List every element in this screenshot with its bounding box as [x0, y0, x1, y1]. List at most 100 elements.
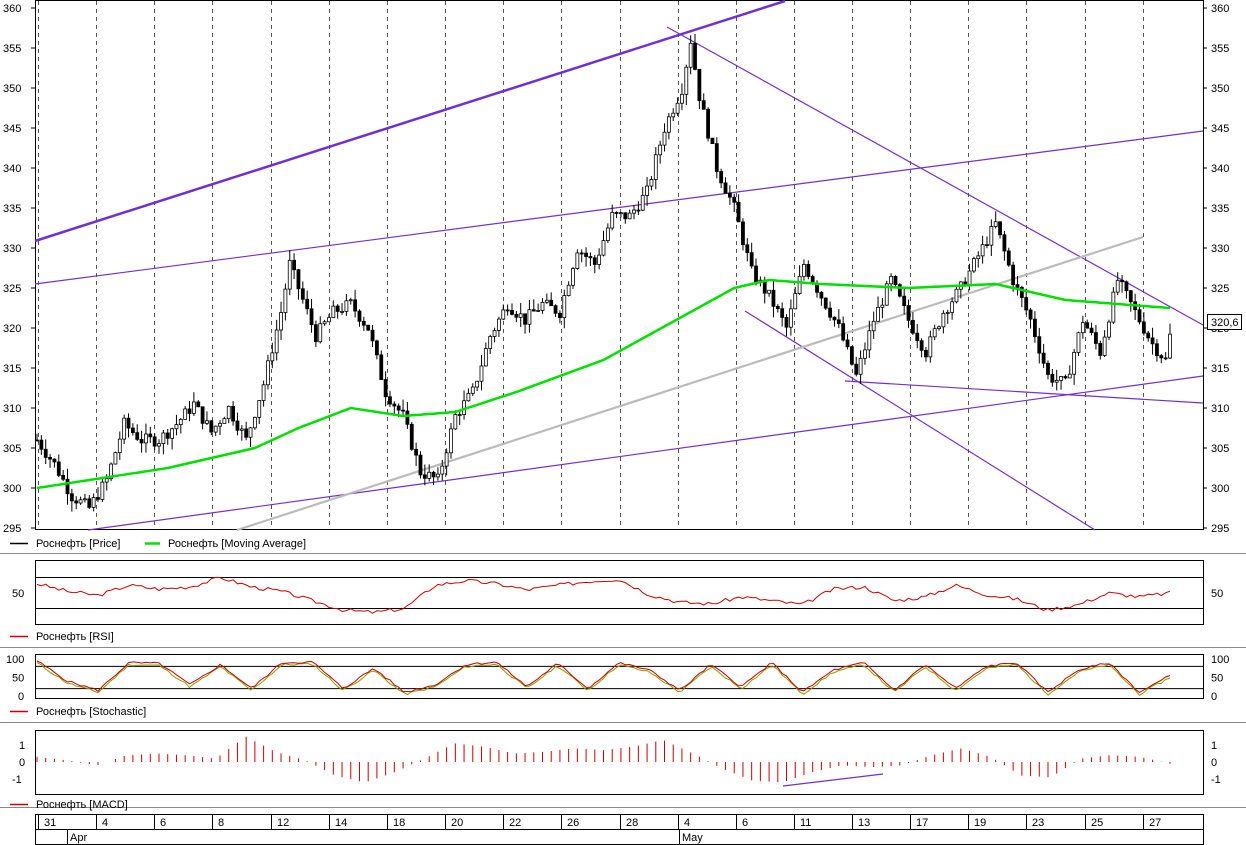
candle-body [65, 478, 70, 495]
candle-body [148, 433, 153, 438]
candle-body [449, 428, 453, 454]
price-tick-label: 340 [3, 163, 21, 175]
candle-body [370, 329, 375, 342]
price-tick-label: 360 [1211, 3, 1229, 15]
candle-body [884, 283, 889, 306]
upper-channel-line [34, 0, 786, 243]
stochastic-signal-line [36, 662, 1171, 696]
candle-body [100, 481, 105, 500]
candle-body [113, 452, 118, 465]
date-tick-label: 27 [1149, 817, 1161, 829]
date-tick-label: 13 [858, 817, 870, 829]
candle-body [919, 340, 924, 351]
candle-body [653, 154, 658, 180]
candle-body [374, 340, 379, 356]
candle-body [1107, 321, 1111, 338]
candle-body [388, 396, 392, 405]
candle-body [252, 416, 257, 429]
date-tick-label: 19 [974, 817, 986, 829]
candle-body [505, 309, 510, 312]
candle-body [780, 308, 785, 318]
candle-body [893, 275, 898, 286]
date-axis: 31 4 6 8 12 14 18 20 22 26 28 4 6 11 13 17 19 23 25 27 Apr Ma… [38, 815, 1161, 844]
candle-body [897, 284, 902, 297]
candle-body [849, 346, 854, 365]
candle-body [928, 336, 933, 358]
candle-body [741, 221, 745, 246]
date-tick-label: 8 [218, 817, 224, 829]
candle-body [666, 116, 671, 133]
macd-tick-label: 1 [19, 740, 25, 752]
stochastic-tick-label: 50 [12, 673, 24, 685]
price-tick-label: 295 [1211, 523, 1229, 535]
candle-body [344, 300, 349, 312]
candle-body [444, 452, 449, 467]
candle-body [1146, 332, 1151, 339]
candle-body [876, 306, 880, 322]
candle-body [584, 252, 588, 257]
candle-body [723, 182, 728, 194]
candle-body [605, 227, 610, 241]
candle-body [1102, 336, 1107, 356]
price-tick-label: 315 [1211, 363, 1229, 375]
candle-body [915, 332, 920, 342]
stochastic-line [36, 660, 1171, 693]
candle-body [932, 328, 937, 338]
date-tick-label: 6 [742, 817, 748, 829]
date-tick-label: 12 [277, 817, 289, 829]
candle-body [436, 473, 440, 478]
candle-body [117, 438, 122, 454]
candle-body [819, 291, 824, 299]
candle-body [1046, 362, 1050, 375]
candle-body [649, 179, 654, 187]
date-tick-label: 25 [1091, 817, 1103, 829]
candle-body [383, 379, 388, 398]
candle-body [880, 304, 885, 308]
vertical-gridlines [38, 1, 1144, 529]
candle-body [614, 212, 619, 214]
candle-body [658, 144, 663, 156]
stochastic-tick-label: 100 [1211, 654, 1229, 666]
candle-body [56, 461, 61, 476]
candle-body [1163, 357, 1168, 360]
candle-body [366, 324, 371, 331]
price-tick-label: 330 [3, 243, 21, 255]
candle-body [619, 212, 623, 215]
candle-body [902, 295, 907, 306]
candle-body [1041, 352, 1046, 364]
candle-body [736, 201, 741, 223]
candle-body [488, 336, 493, 349]
candle-body [1155, 343, 1159, 357]
candle-body [1054, 379, 1059, 383]
candle-body [854, 363, 859, 375]
candle-body [597, 254, 602, 265]
candle-body [714, 143, 719, 172]
candle-body [706, 108, 710, 139]
candle-body [937, 326, 941, 330]
price-candles [35, 33, 1172, 512]
candle-body [266, 360, 270, 386]
legend-price: Роснефть [Price] [36, 538, 120, 550]
candle-body [205, 420, 209, 424]
candle-body [1085, 322, 1090, 329]
candle-body [566, 284, 571, 296]
rsi-panel [35, 560, 1204, 625]
candle-body [823, 297, 828, 309]
price-tick-label: 360 [3, 3, 21, 15]
candle-body [401, 409, 405, 412]
candle-body [518, 313, 523, 318]
candle-body [1033, 318, 1037, 338]
trendlines [34, 0, 1204, 532]
candle-body [396, 405, 401, 411]
candle-body [1037, 336, 1042, 354]
candle-body [292, 259, 297, 271]
candle-body [405, 410, 410, 425]
candle-body [213, 425, 218, 433]
candle-body [998, 221, 1002, 236]
price-tick-label: 355 [1211, 43, 1229, 55]
price-panel [35, 0, 1204, 530]
candle-body [257, 400, 262, 418]
month-label: Apr [70, 832, 87, 844]
candle-body [985, 244, 989, 247]
